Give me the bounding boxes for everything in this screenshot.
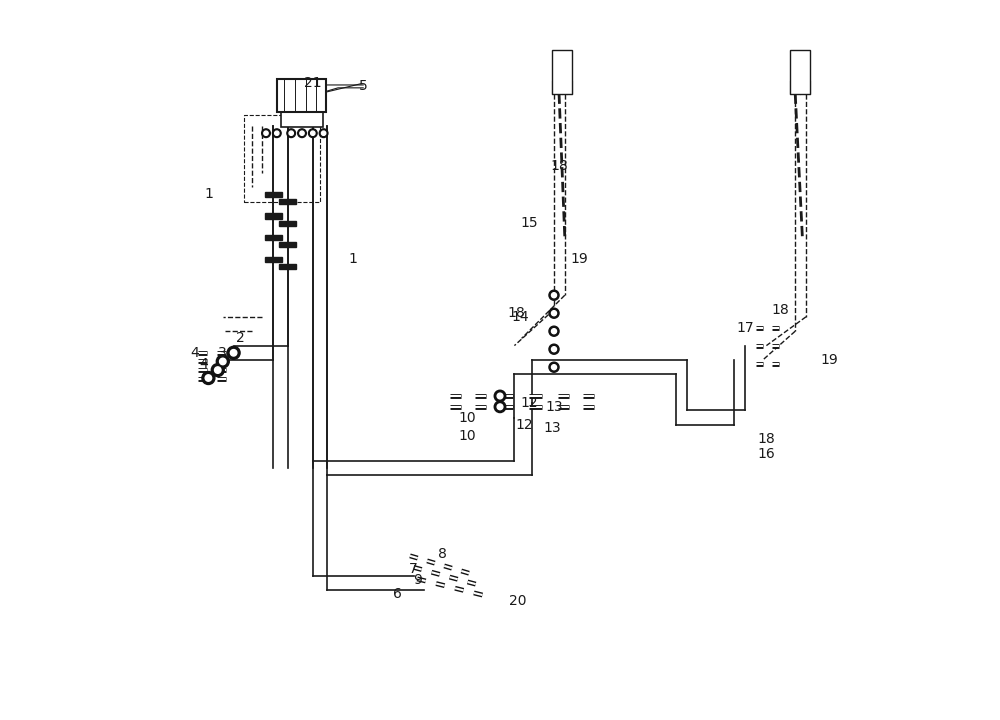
Circle shape xyxy=(549,326,559,336)
Polygon shape xyxy=(279,264,296,269)
Circle shape xyxy=(319,129,328,138)
Polygon shape xyxy=(265,235,282,240)
Circle shape xyxy=(300,131,304,135)
Polygon shape xyxy=(279,199,296,204)
Text: 4: 4 xyxy=(199,356,208,371)
Bar xyxy=(552,50,572,94)
Text: 10: 10 xyxy=(459,410,476,425)
Circle shape xyxy=(215,367,221,374)
Circle shape xyxy=(494,390,506,402)
Text: 15: 15 xyxy=(520,216,538,230)
Circle shape xyxy=(551,328,557,334)
Polygon shape xyxy=(265,192,282,197)
Text: 17: 17 xyxy=(736,320,754,335)
Circle shape xyxy=(262,129,270,138)
Text: 18: 18 xyxy=(508,306,525,320)
Text: 19: 19 xyxy=(821,353,839,367)
Text: 1: 1 xyxy=(204,187,213,202)
Text: 10: 10 xyxy=(459,428,476,443)
Bar xyxy=(790,50,810,94)
Polygon shape xyxy=(265,213,282,219)
Polygon shape xyxy=(279,242,296,248)
Circle shape xyxy=(549,308,559,318)
Circle shape xyxy=(497,393,503,399)
Text: 14: 14 xyxy=(511,310,529,324)
Circle shape xyxy=(272,129,281,138)
Text: 2: 2 xyxy=(236,331,245,346)
Circle shape xyxy=(308,129,317,138)
Text: 12: 12 xyxy=(520,396,538,410)
Circle shape xyxy=(551,365,557,370)
Circle shape xyxy=(549,290,559,300)
Circle shape xyxy=(494,401,506,413)
Text: 13: 13 xyxy=(545,400,563,414)
Text: 13: 13 xyxy=(543,421,561,436)
Circle shape xyxy=(211,364,224,377)
Bar xyxy=(244,115,320,202)
Text: 7: 7 xyxy=(409,562,418,576)
Text: 19: 19 xyxy=(570,252,588,266)
Text: 4: 4 xyxy=(190,346,199,360)
Circle shape xyxy=(549,344,559,354)
Circle shape xyxy=(275,131,279,135)
Circle shape xyxy=(497,404,503,410)
Circle shape xyxy=(551,293,557,298)
Text: 1: 1 xyxy=(348,252,357,266)
Text: 21: 21 xyxy=(304,76,322,90)
Text: 8: 8 xyxy=(438,547,447,562)
Circle shape xyxy=(287,129,296,138)
Text: 20: 20 xyxy=(509,594,527,608)
Text: 18: 18 xyxy=(772,302,790,317)
Text: 9: 9 xyxy=(413,572,422,587)
Circle shape xyxy=(298,129,306,138)
Circle shape xyxy=(230,350,237,356)
Circle shape xyxy=(321,131,326,135)
Circle shape xyxy=(202,372,215,384)
Text: 3: 3 xyxy=(218,346,227,360)
Text: 18: 18 xyxy=(550,158,568,173)
Circle shape xyxy=(220,359,226,365)
Circle shape xyxy=(205,375,212,382)
FancyBboxPatch shape xyxy=(281,96,323,127)
Text: 18: 18 xyxy=(758,432,775,446)
Circle shape xyxy=(549,362,559,372)
Circle shape xyxy=(264,131,268,135)
Circle shape xyxy=(216,355,229,368)
Text: 5: 5 xyxy=(359,79,368,94)
Polygon shape xyxy=(279,220,296,226)
FancyBboxPatch shape xyxy=(277,79,326,112)
Text: 16: 16 xyxy=(758,446,775,461)
Circle shape xyxy=(551,311,557,316)
Text: 6: 6 xyxy=(393,587,402,601)
Circle shape xyxy=(227,346,240,359)
Circle shape xyxy=(551,347,557,352)
Text: 12: 12 xyxy=(515,418,533,432)
Circle shape xyxy=(289,131,293,135)
Polygon shape xyxy=(265,256,282,262)
Circle shape xyxy=(311,131,315,135)
